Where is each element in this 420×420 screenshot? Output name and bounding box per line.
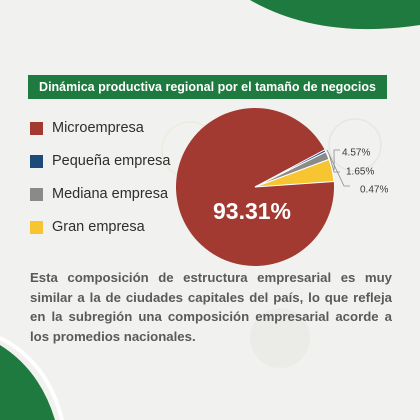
legend-label: Microempresa [52, 120, 144, 136]
legend-label: Gran empresa [52, 219, 145, 235]
pie-slice-gran-empresa [254, 158, 335, 188]
decorative-circle-bottom [250, 308, 310, 368]
legend-swatch [30, 220, 43, 234]
legend-item-3: Gran empresa [30, 219, 145, 235]
leader-line-gran-empresa [333, 149, 340, 170]
legend-label: Mediana empresa [52, 186, 169, 202]
data-label-gran-empresa: 4.57% [342, 148, 370, 159]
data-label-microempresa: 93.31% [213, 198, 291, 224]
legend-item-0: Microempresa [30, 120, 144, 136]
legend-swatch [30, 121, 43, 135]
legend-swatch [30, 187, 43, 201]
leader-line-pequeña-empresa [326, 149, 350, 187]
chart-title: Dinámica productiva regional por el tama… [28, 75, 387, 99]
data-label-pequeña-empresa: 0.47% [360, 185, 388, 196]
data-label-mediana-empresa: 1.65% [346, 167, 374, 178]
top-right-green-blob [250, 0, 420, 30]
decorative-ring-right [328, 118, 382, 172]
legend-label: Pequeña empresa [52, 153, 171, 169]
bottom-left-green-blob [0, 345, 55, 420]
legend-swatch [30, 154, 43, 168]
bottom-left-white-curve [0, 336, 64, 420]
leader-line-mediana-empresa [328, 154, 340, 173]
description-text: Esta composición de estructura empresari… [30, 270, 392, 344]
legend-item-1: Pequeña empresa [30, 153, 171, 169]
legend-item-2: Mediana empresa [30, 186, 168, 202]
